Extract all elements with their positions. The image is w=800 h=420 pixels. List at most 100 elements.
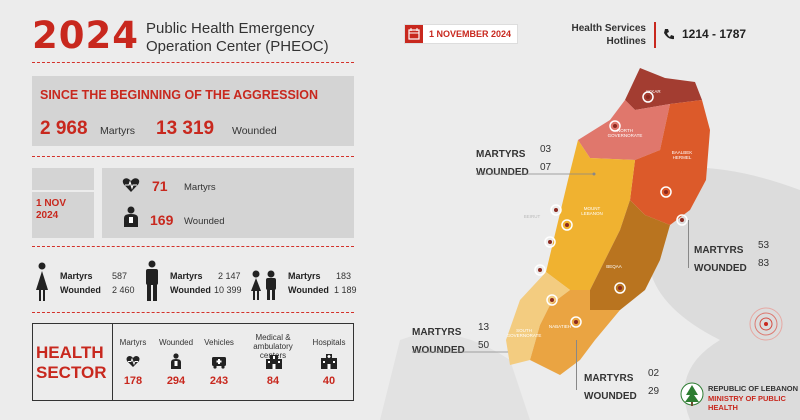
callout-label: MARTYRS [476, 149, 526, 160]
cumulative-panel [32, 76, 354, 146]
hs-centers-value: 84 [266, 375, 280, 387]
wounded-person-icon [170, 353, 182, 374]
callout-label: WOUNDED [412, 345, 465, 356]
region-label-north-line1: NORTH [617, 128, 633, 133]
hs-vehicles-label: Vehicles [204, 338, 234, 347]
men-wounded-label: Wounded [170, 285, 211, 295]
callout-value: 50 [478, 340, 490, 351]
hs-vehicles-value: 243 [209, 375, 229, 387]
marker [614, 282, 626, 294]
marker [609, 120, 621, 132]
date-text: 1 NOVEMBER 2024 [429, 29, 512, 39]
org-name-line2: Operation Center (PHEOC) [146, 38, 329, 55]
region-beqaa [590, 200, 670, 310]
callout-nabatieh: MARTYRS 02 WOUNDED 29 [584, 368, 668, 404]
region-label-north: NORTH GOVERNORATE [600, 128, 650, 138]
callout-label: MARTYRS [412, 327, 462, 338]
clinic-icon [265, 354, 283, 374]
hs-wounded-value: 294 [166, 375, 186, 387]
marker [550, 204, 562, 216]
callout-baalbek: MARTYRS 53 WOUNDED 83 [694, 240, 778, 276]
region-north [578, 100, 670, 160]
region-nabatieh [530, 290, 620, 375]
callout-label: WOUNDED [476, 167, 529, 178]
hotline-label: Health Services Hotlines [560, 22, 647, 48]
region-label-mount-line2: LEBANON [581, 211, 603, 216]
total-wounded-label: Wounded [232, 125, 277, 137]
wounded-person-icon [123, 206, 139, 233]
divider [32, 62, 354, 63]
phone-icon [662, 27, 676, 46]
callout-label: MARTYRS [584, 373, 634, 384]
marker [534, 264, 546, 276]
marker [642, 91, 654, 103]
heart-pulse-icon [126, 355, 140, 373]
footer-line2: MINISTRY OF PUBLIC HEALTH [708, 394, 786, 412]
region-label-south-line1: SOUTH [516, 328, 532, 333]
health-sector-title-line1: HEALTH [36, 343, 104, 362]
region-baalbek-hermel [630, 100, 710, 225]
target-rings-icon [749, 307, 783, 341]
callout-line [476, 172, 596, 176]
callout-south: MARTYRS 13 WOUNDED 50 [412, 322, 496, 358]
health-sector-panel [32, 323, 354, 401]
region-label-baalbek-line1: BAALBEK [671, 150, 693, 155]
daily-panel [102, 168, 354, 238]
man-icon [143, 260, 161, 307]
callout-line [576, 340, 577, 390]
region-mount-lebanon [546, 140, 635, 290]
org-name: Public Health Emergency Operation Center… [146, 20, 329, 56]
region-label-baalbek-line2: HERMEL [672, 155, 692, 160]
day-wounded-value: 169 [150, 212, 174, 228]
women-martyrs-label: Martyrs [60, 271, 93, 281]
hs-centers-label-line1: Medical & [255, 333, 291, 342]
region-label-akkar: AKKAR [645, 89, 661, 94]
marker [544, 236, 556, 248]
day-date: 1 NOV 2024 [36, 198, 66, 222]
women-wounded-label: Wounded [60, 285, 101, 295]
callout-label: WOUNDED [584, 391, 637, 402]
callout-label: MARTYRS [694, 245, 744, 256]
marker [676, 214, 688, 226]
callout-value: 02 [648, 368, 660, 379]
day-date-line2: 2024 [36, 210, 59, 221]
day-spacer [32, 168, 94, 190]
total-martyrs-label: Martyrs [100, 125, 135, 137]
children-martyrs-value: 183 [336, 271, 352, 281]
children-icon [248, 270, 280, 307]
callout-label: WOUNDED [694, 263, 747, 274]
children-martyrs-label: Martyrs [288, 271, 321, 281]
region-label-beqaa: BEQAA [606, 264, 622, 269]
hs-hospitals-value: 40 [322, 375, 336, 387]
men-martyrs-value: 2 147 [218, 271, 241, 281]
cedar-logo-icon [680, 380, 704, 415]
heart-pulse-icon [122, 177, 140, 198]
total-wounded-value: 13 319 [156, 118, 215, 139]
day-martyrs-value: 71 [152, 178, 168, 194]
org-name-line1: Public Health Emergency [146, 20, 315, 37]
hs-martyrs-label: Martyrs [119, 338, 147, 347]
woman-icon [34, 262, 50, 307]
region-label-baalbek: BAALBEK HERMEL [664, 150, 700, 160]
men-martyrs-label: Martyrs [170, 271, 203, 281]
region-label-south-line2: GOVERNORATE [506, 333, 542, 338]
health-sector-title: HEALTH SECTOR [36, 343, 107, 383]
calendar-icon [405, 25, 423, 43]
children-wounded-value: 1 189 [334, 285, 357, 295]
callout-line [688, 220, 689, 268]
region-label-north-line2: GOVERNORATE [607, 133, 643, 138]
women-wounded-value: 2 460 [112, 285, 135, 295]
children-wounded-label: Wounded [288, 285, 329, 295]
day-martyrs-label: Martyrs [184, 182, 216, 193]
men-wounded-value: 10 399 [214, 285, 242, 295]
lebanon-map [506, 68, 710, 375]
callout-mount: MARTYRS 03 WOUNDED 07 [476, 144, 560, 180]
hotline-divider [654, 22, 656, 48]
hs-wounded-label: Wounded [158, 338, 194, 347]
region-label-nabatieh: NABATIEH [548, 324, 572, 329]
marker [660, 186, 672, 198]
women-martyrs-value: 587 [112, 271, 128, 281]
region-label-south: SOUTH GOVERNORATE [506, 328, 542, 338]
hotline-label-line1: Health Services [571, 23, 647, 34]
hotline-number: 1214 - 1787 [682, 27, 747, 41]
